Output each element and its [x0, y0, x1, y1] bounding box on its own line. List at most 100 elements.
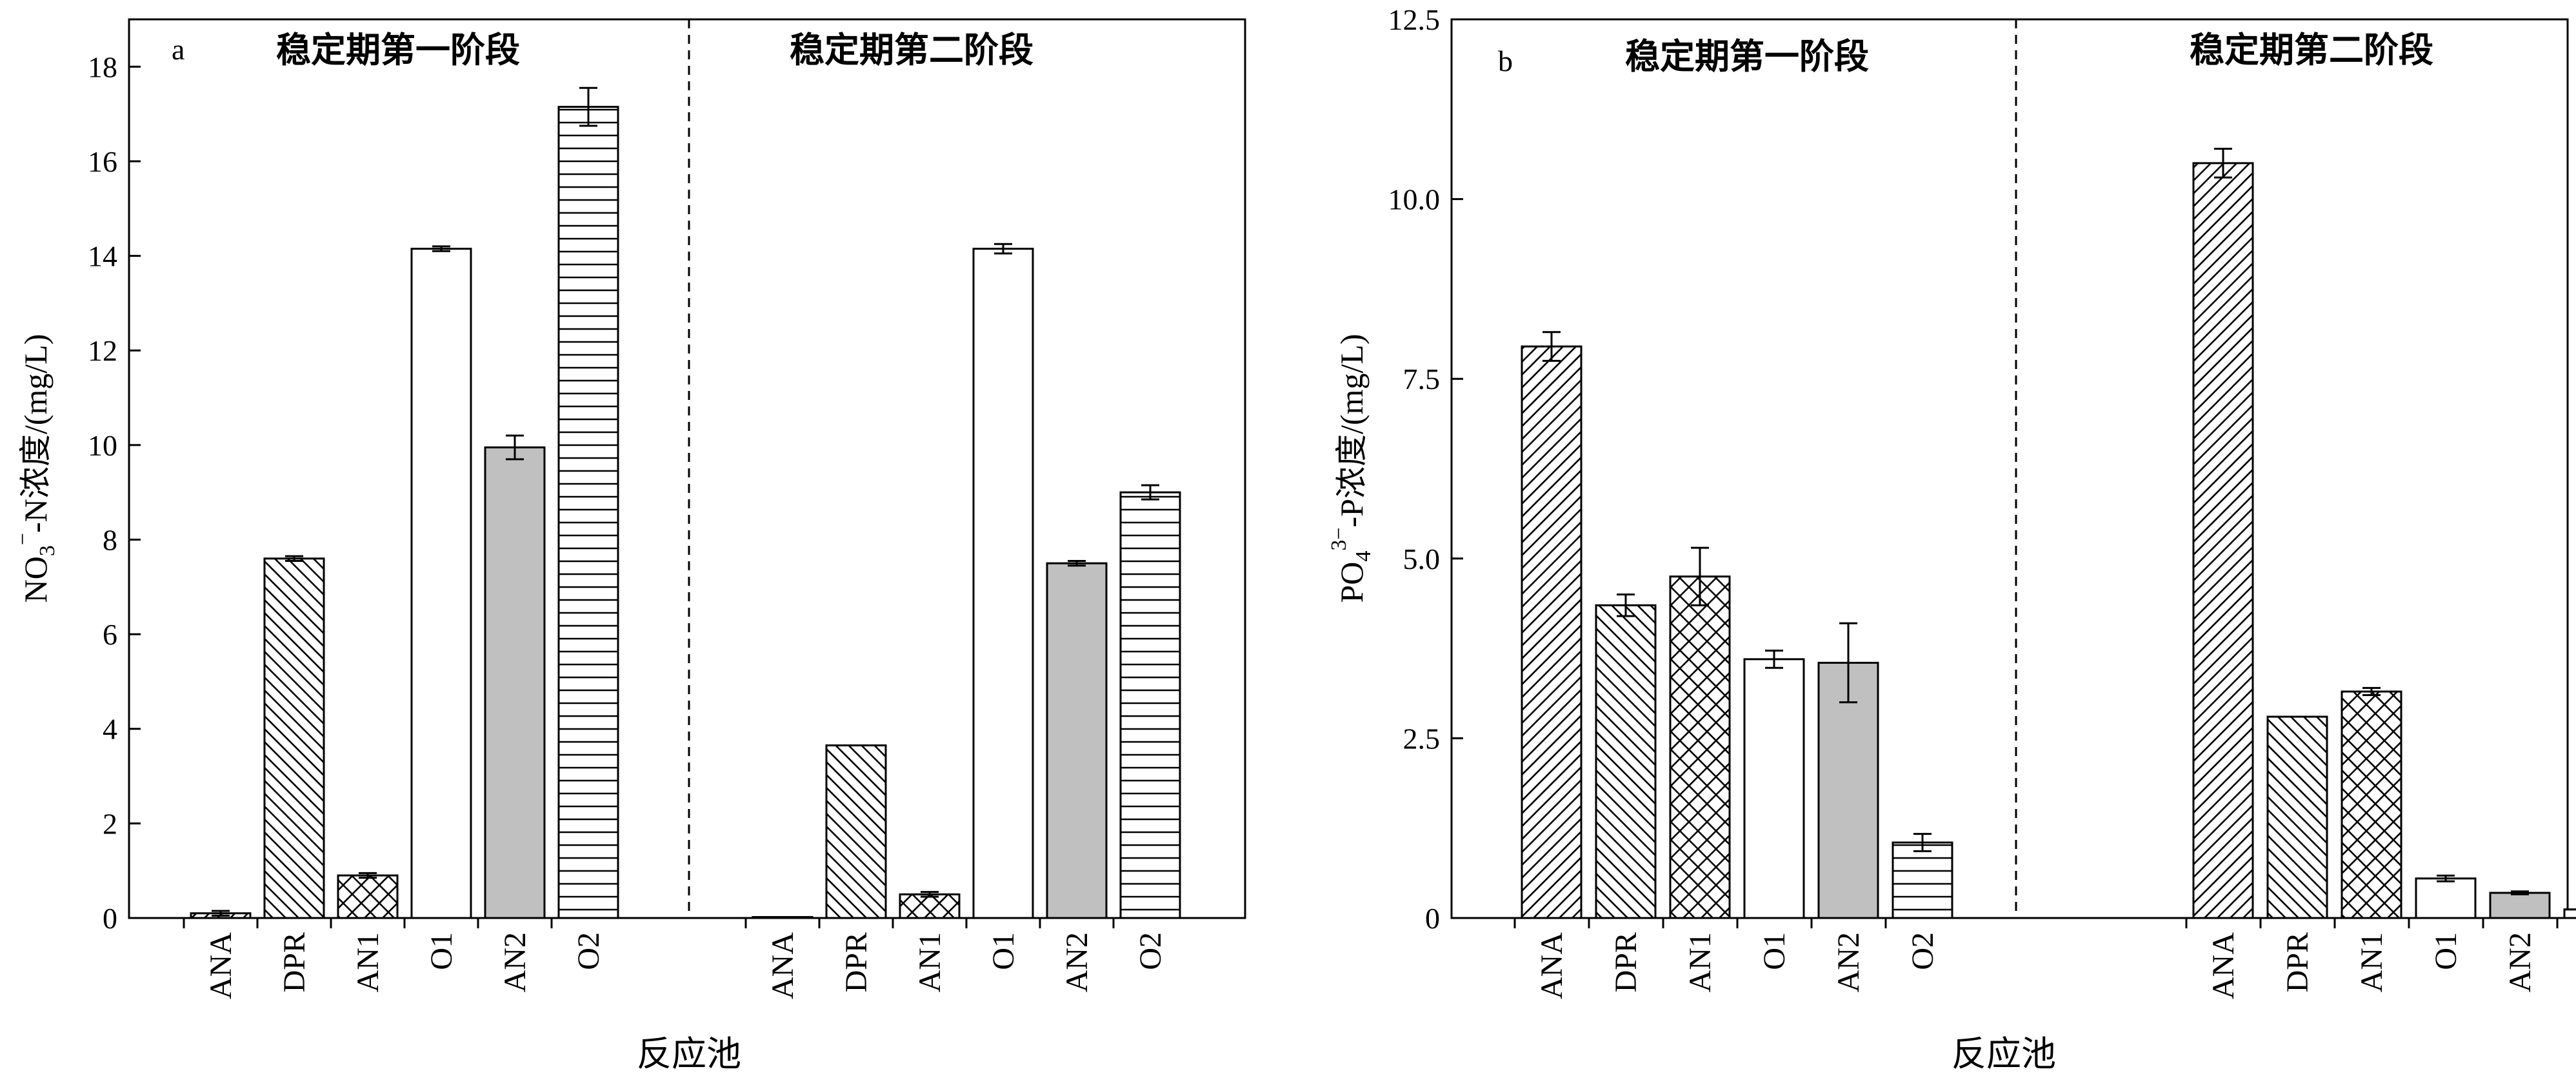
x-tick-label: AN1	[1683, 932, 1717, 992]
x-tick-label: ANA	[2206, 932, 2241, 999]
x-tick-label: AN2	[498, 932, 532, 992]
bar-o1-stage1	[1743, 658, 1805, 919]
y-tick-label: 18	[88, 50, 117, 83]
bar-an1-stage1	[1669, 575, 1731, 919]
bar-o2-stage2	[2563, 908, 2576, 919]
bar-an1-stage2	[899, 893, 961, 919]
error-bar	[2437, 874, 2455, 883]
error-bar	[506, 434, 524, 461]
bar-o2-stage1	[557, 106, 619, 919]
bar-ana-stage1	[1521, 345, 1583, 919]
panel-a-label: a	[172, 33, 185, 66]
x-tick-label: O1	[424, 932, 459, 970]
x-tick-label: AN2	[2503, 932, 2537, 992]
panel-a-y-axis: 0 2 4 6 8 10 12 14 16 18	[88, 50, 141, 935]
bar-an2-stage1	[1817, 661, 1879, 919]
x-tick-label: ANA	[766, 932, 800, 999]
x-tick-label: O1	[986, 932, 1021, 970]
x-tick-label: DPR	[2281, 932, 2315, 992]
x-tick-label: ANA	[204, 932, 238, 999]
error-bar	[2214, 148, 2232, 179]
bar-o2-stage2	[1119, 491, 1181, 919]
error-bar	[432, 245, 450, 252]
panel-b-label: b	[1498, 45, 1513, 77]
panel-a-stage2-title: 稳定期第二阶段	[790, 31, 1033, 70]
x-tick-label: ANA	[1535, 932, 1569, 999]
bar-ana-stage2	[752, 916, 814, 919]
panel-b-stage1-title: 稳定期第一阶段	[1625, 37, 1869, 76]
y-tick-label: 10.0	[1388, 183, 1441, 216]
x-tick-label: DPR	[839, 932, 874, 992]
error-bar	[1068, 559, 1086, 567]
y-tick-label: 12	[88, 334, 117, 367]
error-bar	[2362, 686, 2381, 697]
bar-an1-stage2	[2341, 690, 2402, 919]
x-tick-label: DPR	[1609, 932, 1643, 992]
y-tick-label: 0	[1425, 902, 1440, 935]
bar-o2-stage1	[1892, 841, 1953, 919]
bar-an2-stage1	[484, 446, 546, 919]
panel-a-x-axis-label: 反应池	[637, 1035, 741, 1073]
error-bar	[1765, 649, 1783, 669]
x-tick-label: AN1	[351, 932, 385, 992]
error-bar	[1913, 833, 1932, 852]
y-tick-label: 2.5	[1403, 722, 1441, 755]
panel-a-x-tick-labels: ANA DPR AN1 O1 AN2 O2 ANA DPR AN1 O1 AN2 O2	[183, 918, 1168, 999]
bar-an2-stage2	[2489, 892, 2551, 919]
panel-b-stage2-title: 稳定期第二阶段	[2190, 31, 2433, 70]
x-tick-label: AN2	[1832, 932, 1866, 992]
bar-an2-stage2	[1046, 562, 1108, 919]
x-tick-label: AN1	[913, 932, 947, 992]
x-tick-label: O2	[572, 932, 606, 970]
error-bar	[2511, 890, 2529, 895]
error-bar	[1617, 594, 1635, 617]
x-tick-label: O2	[1906, 932, 1940, 970]
x-tick-label: AN2	[1060, 932, 1094, 992]
x-tick-label: O2	[1133, 932, 1168, 970]
y-tick-label: 14	[88, 240, 117, 273]
bar-an1-stage1	[337, 874, 399, 919]
error-bar	[1141, 484, 1159, 501]
panel-b-y-axis: 0 2.5 5.0 7.5 10.0 12.5	[1388, 3, 1463, 935]
y-tick-label: 0	[103, 902, 117, 935]
bar-o1-stage2	[2415, 877, 2477, 919]
bar-o1-stage2	[972, 248, 1034, 919]
y-tick-label: 5.0	[1403, 543, 1441, 575]
bar-dpr-stage2	[825, 744, 887, 919]
bar-dpr-stage1	[1595, 604, 1657, 919]
error-bar	[1543, 331, 1561, 362]
panel-b-y-axis-label: PO43−-P浓度/(mg/L)	[1327, 334, 1375, 603]
y-tick-label: 12.5	[1388, 3, 1441, 36]
panel-b-x-axis-label: 反应池	[1952, 1035, 2056, 1073]
error-bar	[359, 872, 377, 879]
error-bar	[994, 243, 1012, 255]
y-tick-label: 16	[88, 145, 117, 178]
panel-a-y-axis-label: NO3−-N浓度/(mg/L)	[11, 334, 59, 603]
panel-b-frame	[1450, 18, 2569, 919]
panel-a: a 稳定期第一阶段 稳定期第二阶段 反应池 NO3−-N浓度/(mg/L) 0 2…	[11, 18, 1246, 1073]
error-bar	[285, 555, 303, 562]
panel-a-frame	[128, 18, 1246, 919]
error-bar	[212, 910, 230, 917]
error-bar	[1691, 546, 1709, 606]
y-tick-label: 2	[103, 807, 117, 840]
bar-dpr-stage1	[263, 557, 325, 919]
bar-ana-stage2	[2192, 162, 2254, 919]
y-tick-label: 6	[103, 618, 117, 651]
y-tick-label: 4	[103, 713, 117, 746]
x-tick-label: AN1	[2355, 932, 2389, 992]
y-tick-label: 8	[103, 523, 117, 556]
y-tick-label: 7.5	[1403, 363, 1441, 395]
panel-b: b 稳定期第一阶段 稳定期第二阶段 反应池 PO43−-P浓度/(mg/L) 0…	[1327, 3, 2576, 1073]
x-tick-label: O1	[2429, 932, 2463, 970]
panel-a-bars	[190, 86, 1181, 919]
error-bar	[1839, 622, 1857, 704]
x-tick-label: O1	[1757, 932, 1792, 970]
panel-b-bars	[1521, 148, 2576, 919]
panel-a-stage1-title: 稳定期第一阶段	[276, 31, 520, 70]
error-bar	[579, 86, 597, 127]
y-tick-label: 10	[88, 429, 117, 462]
